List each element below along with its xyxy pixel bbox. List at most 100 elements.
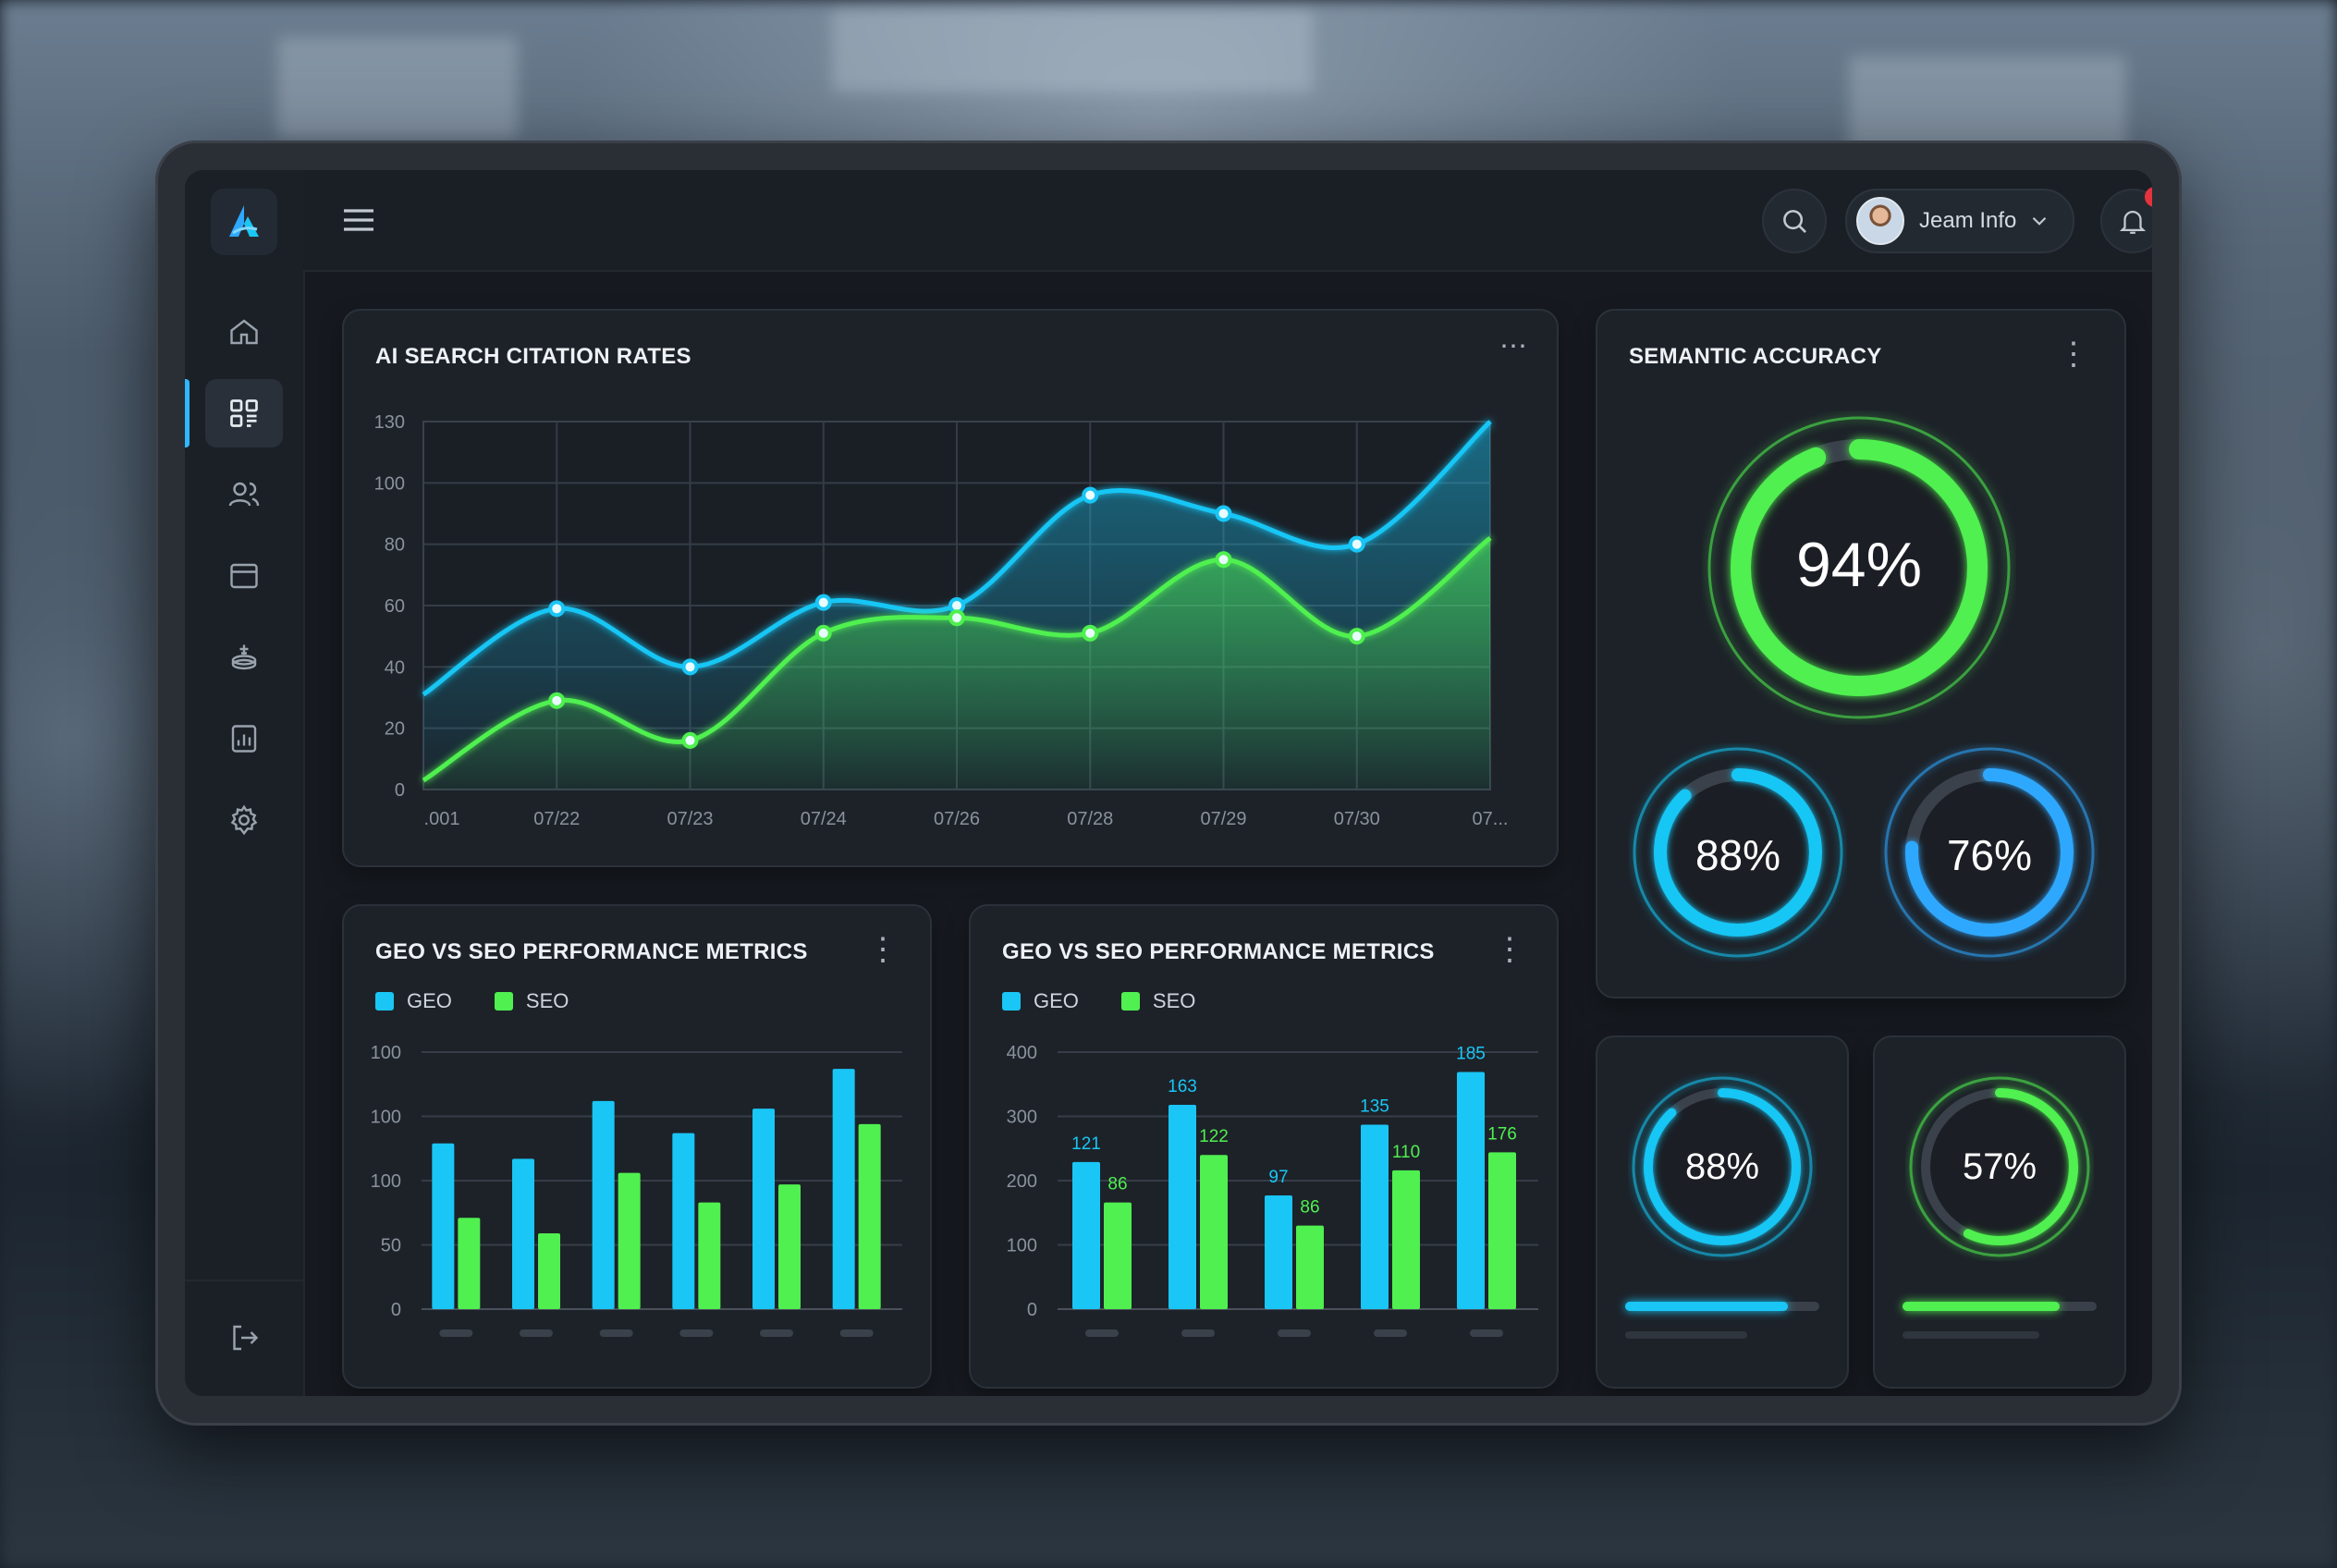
bar[interactable]	[752, 1109, 775, 1309]
sidebar-item-stack[interactable]	[205, 623, 283, 692]
x-tick-placeholder	[599, 1329, 633, 1337]
data-point[interactable]	[1082, 486, 1099, 504]
data-point[interactable]	[948, 609, 965, 627]
x-tick-label: 07...	[1473, 809, 1509, 829]
bar[interactable]	[698, 1202, 721, 1309]
bar[interactable]	[858, 1123, 881, 1309]
ring-value: 88%	[1695, 831, 1781, 879]
bar[interactable]	[458, 1218, 481, 1309]
bar[interactable]	[1104, 1202, 1132, 1309]
bar[interactable]	[512, 1158, 534, 1309]
dashboard-grid-icon	[230, 399, 258, 427]
ring-outer-glow	[1632, 1076, 1813, 1257]
bar[interactable]	[1296, 1225, 1324, 1309]
ring-outer-glow	[1909, 1076, 2090, 1257]
sidebar-item-users[interactable]	[205, 460, 283, 529]
wallet-icon	[230, 563, 258, 589]
x-tick-placeholder	[1181, 1329, 1215, 1337]
data-point[interactable]	[814, 594, 832, 611]
progress-ring	[1707, 416, 2011, 719]
ring-arc	[1654, 768, 1822, 937]
reports-icon	[231, 725, 257, 753]
x-tick-label: 07/30	[1334, 809, 1380, 829]
bar[interactable]	[538, 1232, 560, 1309]
data-point[interactable]	[1215, 551, 1232, 569]
bar[interactable]	[618, 1172, 641, 1309]
data-point[interactable]	[548, 600, 566, 618]
bar[interactable]	[832, 1069, 855, 1309]
stack-icon	[231, 644, 257, 670]
user-menu[interactable]: Jeam Info	[1845, 189, 2074, 253]
more-options-button[interactable]: ⋮	[1494, 934, 1525, 965]
bar[interactable]	[592, 1100, 615, 1309]
bar[interactable]	[1168, 1104, 1196, 1309]
legend-label-geo: GEO	[1034, 989, 1079, 1012]
progress-fill	[1625, 1302, 1789, 1311]
data-point[interactable]	[681, 731, 699, 749]
bar-data-label: 176	[1487, 1124, 1517, 1144]
data-point[interactable]	[1348, 535, 1365, 553]
ring-arc	[1905, 768, 2074, 937]
y-tick-label: 100	[1007, 1236, 1037, 1256]
x-tick-label: 07/24	[801, 809, 847, 829]
data-point[interactable]	[1082, 624, 1099, 642]
sidebar-item-dashboard[interactable]	[205, 379, 283, 447]
bar[interactable]	[1361, 1124, 1389, 1309]
sidebar-item-wallet[interactable]	[205, 542, 283, 610]
performance-metrics-card-2: GEO VS SEO PERFORMANCE METRICS ⋮ GEO SEO…	[969, 904, 1559, 1389]
y-tick-label: 400	[1007, 1043, 1037, 1063]
menu-button[interactable]	[336, 198, 381, 242]
legend-swatch-geo	[1002, 992, 1021, 1011]
sidebar-item-settings[interactable]	[205, 786, 283, 854]
mini-metric-card-2: 57%	[1873, 1035, 2126, 1389]
bar-data-label: 163	[1168, 1077, 1197, 1096]
data-point[interactable]	[1215, 505, 1232, 522]
bar[interactable]	[1488, 1152, 1516, 1309]
card-title: GEO VS SEO PERFORMANCE METRICS	[375, 939, 808, 964]
bar[interactable]	[1392, 1170, 1420, 1309]
x-tick-placeholder	[839, 1329, 874, 1337]
logo-icon	[229, 205, 259, 237]
more-options-button[interactable]: ⋮	[2058, 338, 2089, 370]
search-icon	[1783, 210, 1806, 233]
chevron-down-icon	[2033, 216, 2047, 226]
y-tick-label: 100	[371, 1108, 401, 1128]
sidebar-item-reports[interactable]	[205, 704, 283, 773]
more-options-button[interactable]: ⋮	[867, 934, 899, 965]
bar[interactable]	[1265, 1194, 1292, 1309]
ring-outer-glow	[1707, 416, 2011, 719]
hamburger-menu-icon	[344, 209, 373, 231]
app-logo[interactable]	[211, 189, 277, 255]
semantic-main-ring: 94%	[1702, 410, 2016, 725]
bar[interactable]	[778, 1184, 801, 1309]
sidebar-item-home[interactable]	[205, 298, 283, 366]
chart-legend: GEO SEO	[1002, 989, 1195, 1013]
search-button[interactable]	[1762, 189, 1827, 253]
mini-metric-card-1: 88%	[1596, 1035, 1849, 1389]
active-nav-indicator	[185, 379, 190, 447]
y-tick-label: 130	[374, 412, 405, 433]
bar[interactable]	[432, 1143, 455, 1309]
bar[interactable]	[672, 1133, 695, 1309]
bar[interactable]	[1457, 1072, 1485, 1309]
users-icon	[228, 482, 260, 507]
bar-data-label: 185	[1456, 1045, 1486, 1064]
y-tick-label: 0	[391, 1300, 401, 1320]
bar[interactable]	[1200, 1155, 1228, 1309]
data-point[interactable]	[548, 692, 566, 709]
data-point[interactable]	[1348, 628, 1365, 645]
ring-value: 57%	[1962, 1146, 2037, 1187]
ring-arc	[1921, 1088, 2078, 1245]
data-point[interactable]	[814, 624, 832, 642]
progress-bar	[1903, 1302, 2097, 1311]
x-tick-label: .001	[424, 809, 460, 829]
bar[interactable]	[1072, 1161, 1100, 1309]
y-tick-label: 0	[1027, 1300, 1037, 1320]
data-point[interactable]	[681, 658, 699, 676]
more-vertical-icon: ⋮	[2058, 337, 2089, 372]
more-options-button[interactable]: ⋯	[1499, 333, 1527, 361]
semantic-accuracy-card: SEMANTIC ACCURACY ⋮ 94% 88% 76%	[1596, 309, 2126, 998]
bar-data-label: 86	[1107, 1175, 1127, 1194]
notifications-button[interactable]: 1	[2100, 187, 2152, 253]
logout-button[interactable]	[205, 1304, 283, 1372]
